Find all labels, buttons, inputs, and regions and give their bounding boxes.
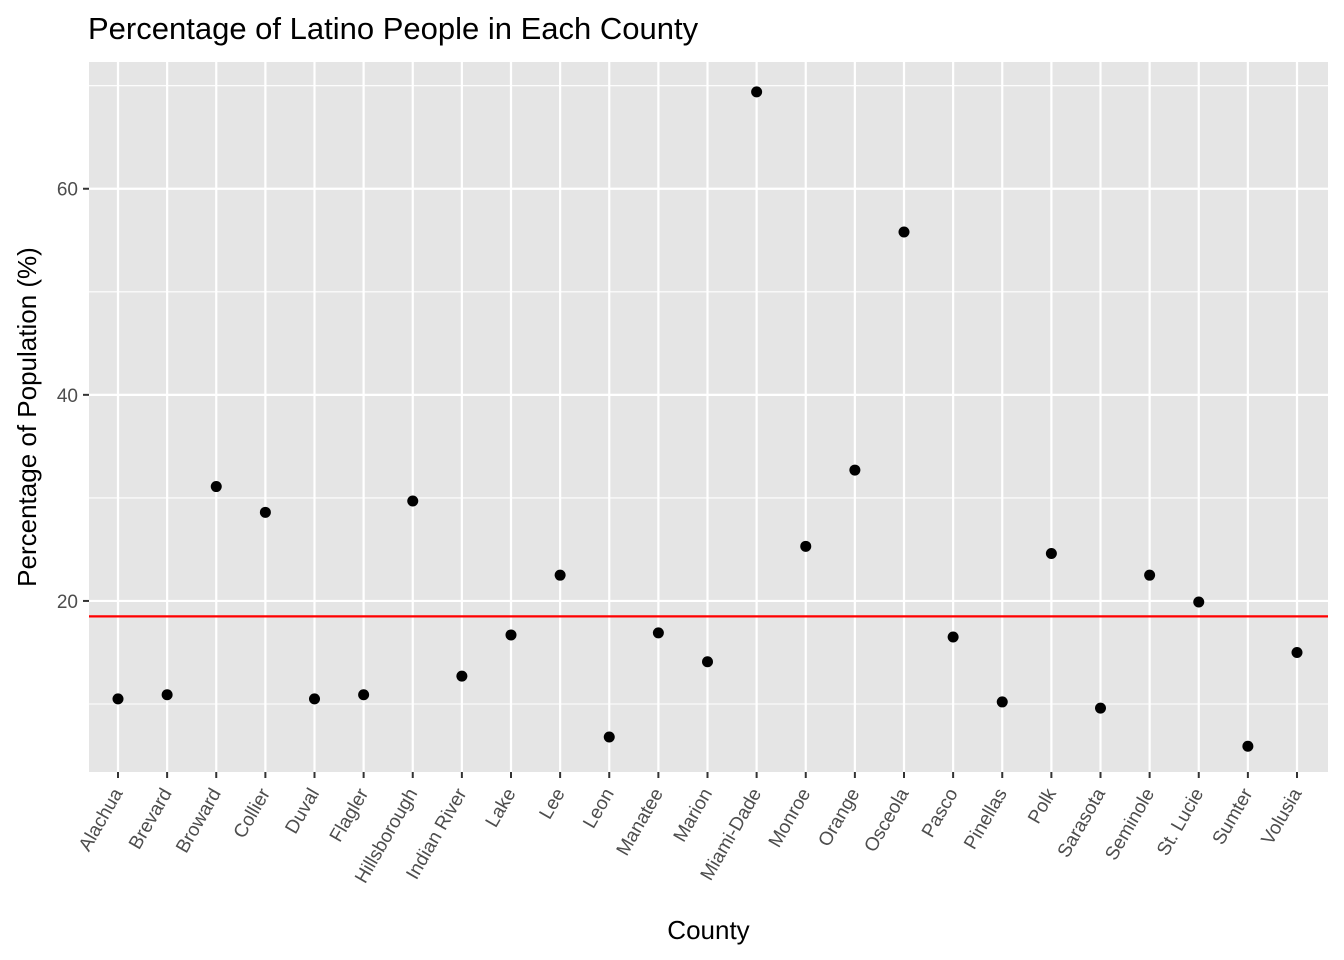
data-point xyxy=(161,689,173,701)
y-axis-ticks: 20 40 60 xyxy=(57,180,89,613)
x-axis-title: County xyxy=(667,915,749,945)
data-point xyxy=(1291,646,1303,658)
x-tick-label: Manatee xyxy=(613,785,668,860)
x-tick-label: Pinellas xyxy=(960,785,1011,853)
x-tick-label: Broward xyxy=(172,785,226,857)
x-tick-label: Lake xyxy=(482,785,521,831)
x-tick-label: Brevard xyxy=(125,785,176,853)
x-tick-label: Osceola xyxy=(860,785,913,856)
x-tick-label: Alachua xyxy=(75,785,128,855)
data-point xyxy=(1144,569,1156,581)
data-point xyxy=(849,464,861,476)
data-point xyxy=(210,481,222,493)
chart-title: Percentage of Latino People in Each Coun… xyxy=(88,11,699,46)
data-point xyxy=(898,226,910,238)
y-tick-label: 40 xyxy=(57,386,78,407)
y-tick-label: 60 xyxy=(57,180,78,201)
x-tick-label: Collier xyxy=(230,784,275,842)
data-point xyxy=(947,631,959,643)
data-point xyxy=(259,506,271,518)
data-point xyxy=(407,495,419,507)
data-point xyxy=(603,731,615,743)
x-tick-label: Flagler xyxy=(326,784,374,845)
x-tick-label: Pasco xyxy=(918,785,963,841)
x-tick-label: Sarasota xyxy=(1054,785,1110,862)
x-tick-label: Leon xyxy=(579,785,618,832)
data-point xyxy=(112,693,124,705)
data-point xyxy=(1095,702,1106,714)
x-tick-label: Volusia xyxy=(1258,785,1307,849)
data-point xyxy=(456,670,468,682)
x-tick-label: Monroe xyxy=(765,785,815,851)
x-tick-label: Orange xyxy=(815,785,865,850)
major-grid xyxy=(89,62,1328,772)
data-point xyxy=(702,656,713,668)
data-points xyxy=(112,86,1303,752)
data-point xyxy=(1045,548,1057,560)
x-tick-label: St. Lucie xyxy=(1153,785,1208,860)
data-point xyxy=(751,86,763,98)
data-point xyxy=(358,689,370,701)
x-tick-label: Polk xyxy=(1024,785,1061,828)
x-tick-label: Seminole xyxy=(1101,785,1159,864)
y-tick-label: 20 xyxy=(57,592,78,613)
y-axis-title: Percentage of Population (%) xyxy=(12,247,42,587)
data-point xyxy=(652,627,664,639)
data-point xyxy=(554,569,566,581)
data-point xyxy=(996,696,1008,708)
x-tick-label: Marion xyxy=(670,785,717,846)
x-tick-label: Lee xyxy=(536,785,570,823)
data-point xyxy=(800,540,812,552)
data-point xyxy=(1242,740,1254,752)
data-point xyxy=(1193,596,1205,608)
x-tick-label: Sumter xyxy=(1209,784,1258,848)
data-point xyxy=(309,693,320,705)
x-tick-label: Duval xyxy=(282,785,324,838)
data-point xyxy=(505,629,517,641)
